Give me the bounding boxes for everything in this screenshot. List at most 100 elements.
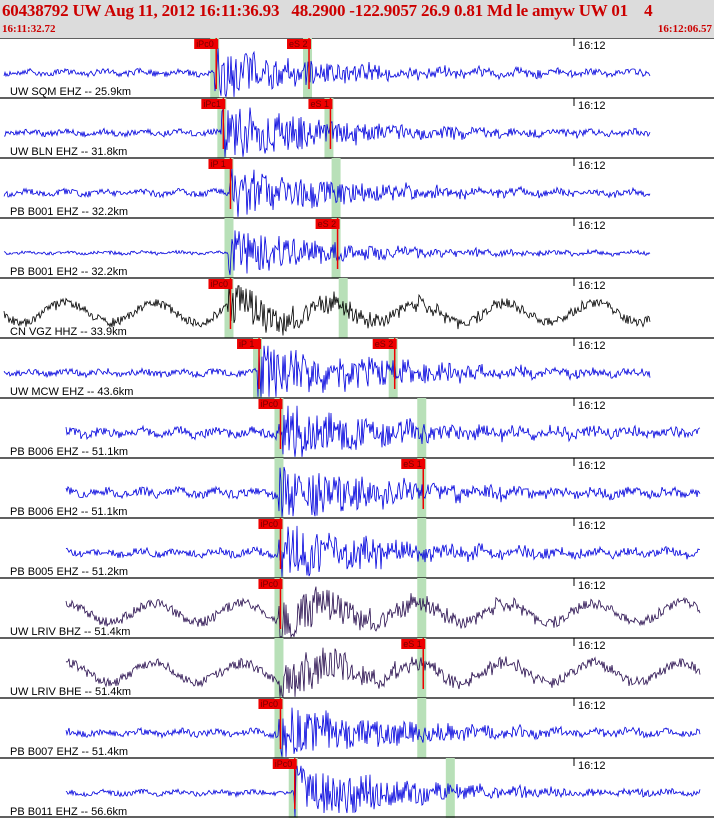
pick-label: iPc0 bbox=[196, 39, 214, 49]
phase-window bbox=[224, 158, 234, 218]
waveform-trace bbox=[65, 707, 701, 757]
waveform-trace bbox=[3, 230, 651, 275]
pick-label: iPc0 bbox=[210, 279, 228, 289]
waveform-trace bbox=[65, 586, 701, 639]
phase-window bbox=[274, 638, 284, 698]
waveform-trace bbox=[65, 466, 701, 517]
pick-label-box bbox=[208, 279, 233, 289]
seismogram-panel: 16:12 iPc0 CN VGZ HHZ -- 33.9km bbox=[0, 277, 714, 338]
pick-label-box bbox=[315, 219, 340, 229]
pick-label-box bbox=[194, 39, 219, 49]
pick-label: eS 1 bbox=[403, 639, 422, 649]
time-tick-label: 16:12 bbox=[578, 640, 606, 652]
time-tick-label: 16:12 bbox=[578, 160, 606, 172]
phase-window bbox=[417, 518, 427, 578]
seismogram-panel: 16:12 eS 1 PB B006 EH2 -- 51.1km bbox=[0, 457, 714, 518]
phase-window bbox=[210, 38, 220, 98]
phase-window bbox=[288, 758, 298, 818]
time-tick-label: 16:12 bbox=[578, 40, 606, 52]
pick-label-box bbox=[308, 99, 333, 109]
phase-window bbox=[274, 518, 284, 578]
seismogram-panel: 16:12 iPc0 PB B006 EHZ -- 51.1km bbox=[0, 397, 714, 458]
event-title: 60438792 UW Aug 11, 2012 16:11:36.93 48.… bbox=[2, 1, 653, 20]
time-tick-label: 16:12 bbox=[578, 520, 606, 532]
seismogram-panel: 16:12 eS 2 PB B001 EH2 -- 32.2km bbox=[0, 217, 714, 278]
phase-window bbox=[417, 638, 427, 698]
station-label: PB B006 EHZ -- 51.1km bbox=[10, 446, 128, 458]
pick-label: iPc0 bbox=[275, 759, 293, 769]
station-label: PB B011 EHZ -- 56.6km bbox=[10, 806, 127, 818]
phase-window bbox=[274, 698, 284, 758]
station-label: UW SQM EHZ -- 25.9km bbox=[10, 86, 131, 98]
seismogram-panel: 16:12 iPc1 eS 1 UW BLN EHZ -- 31.8km bbox=[0, 97, 714, 158]
station-label: PB B005 EHZ -- 51.2km bbox=[10, 566, 128, 578]
pick-label: eS 2 bbox=[318, 219, 337, 229]
pick-label-box bbox=[401, 459, 426, 469]
waveform-trace bbox=[65, 765, 701, 817]
pick-label: eS 2 bbox=[289, 39, 308, 49]
phase-window bbox=[274, 458, 284, 518]
time-tick-label: 16:12 bbox=[578, 760, 606, 772]
waveform-trace bbox=[3, 285, 651, 336]
pick-label: iPc0 bbox=[260, 399, 278, 409]
pick-label: iP 1 bbox=[210, 159, 225, 169]
phase-window bbox=[445, 758, 455, 818]
waveform-trace bbox=[3, 345, 651, 397]
pick-label-box bbox=[258, 399, 283, 409]
seismogram-panel: 16:12 iP 1 PB B001 EHZ -- 32.2km bbox=[0, 157, 714, 218]
phase-window bbox=[224, 278, 234, 338]
station-label: PB B001 EH2 -- 32.2km bbox=[10, 266, 127, 278]
pick-label: eS 2 bbox=[375, 339, 394, 349]
pick-label: eS 1 bbox=[310, 99, 329, 109]
pick-label-box bbox=[258, 699, 283, 709]
waveform-trace bbox=[65, 647, 701, 698]
window-end-time: 16:12:06.57 bbox=[657, 23, 712, 35]
pick-label: iPc1 bbox=[203, 99, 221, 109]
pick-label-box bbox=[272, 759, 297, 769]
seismogram-panel: 16:12 eS 1 UW LRIV BHE -- 51.4km bbox=[0, 637, 714, 698]
waveform-trace bbox=[3, 168, 651, 217]
seismogram-panel: 16:12 iP 1 eS 2 UW MCW EHZ -- 43.6km bbox=[0, 337, 714, 398]
pick-label-box bbox=[287, 39, 312, 49]
time-tick-label: 16:12 bbox=[578, 580, 606, 592]
pick-label-box bbox=[208, 159, 233, 169]
time-tick-label: 16:12 bbox=[578, 280, 606, 292]
pick-label: eS 1 bbox=[403, 459, 422, 469]
station-label: UW LRIV BHZ -- 51.4km bbox=[10, 626, 130, 638]
pick-label-box bbox=[258, 519, 283, 529]
window-start-time: 16:11:32.72 bbox=[2, 23, 56, 35]
station-label: UW BLN EHZ -- 31.8km bbox=[10, 146, 127, 158]
station-label: UW LRIV BHE -- 51.4km bbox=[10, 686, 131, 698]
pick-label-box bbox=[258, 579, 283, 589]
phase-window bbox=[331, 218, 341, 278]
time-tick-label: 16:12 bbox=[578, 220, 606, 232]
pick-label: iP 1 bbox=[239, 339, 254, 349]
pick-label: iPc0 bbox=[260, 699, 278, 709]
phase-window bbox=[324, 98, 334, 158]
waveform-trace bbox=[3, 107, 651, 157]
time-tick-label: 16:12 bbox=[578, 340, 606, 352]
pick-label-box bbox=[401, 639, 426, 649]
seismogram-panel: 16:12 iPc0 PB B011 EHZ -- 56.6km bbox=[0, 757, 714, 818]
seismogram-panel-stack: 16:12 iPc0 eS 2 UW SQM EHZ -- 25.9km 16:12 iP… bbox=[0, 38, 714, 818]
phase-window bbox=[224, 218, 234, 278]
pick-label-box bbox=[372, 339, 397, 349]
pick-label: iPc0 bbox=[260, 519, 278, 529]
time-tick-label: 16:12 bbox=[578, 700, 606, 712]
phase-window bbox=[253, 338, 263, 398]
time-tick-label: 16:12 bbox=[578, 460, 606, 472]
event-header: 60438792 UW Aug 11, 2012 16:11:36.93 48.… bbox=[0, 0, 714, 38]
station-label: PB B007 EHZ -- 51.4km bbox=[10, 746, 128, 758]
station-label: PB B001 EHZ -- 32.2km bbox=[10, 206, 128, 218]
pick-label-box bbox=[237, 339, 262, 349]
phase-window bbox=[417, 698, 427, 758]
waveform-trace bbox=[65, 405, 701, 457]
pick-label: iPc0 bbox=[260, 579, 278, 589]
seismogram-panel: 16:12 iPc0 PB B007 EHZ -- 51.4km bbox=[0, 697, 714, 758]
seismogram-panel: 16:12 iPc0 eS 2 UW SQM EHZ -- 25.9km bbox=[0, 38, 714, 98]
time-tick-label: 16:12 bbox=[578, 100, 606, 112]
time-tick-label: 16:12 bbox=[578, 400, 606, 412]
station-label: CN VGZ HHZ -- 33.9km bbox=[10, 326, 127, 338]
station-label: UW MCW EHZ -- 43.6km bbox=[10, 386, 133, 398]
pick-label-box bbox=[201, 99, 226, 109]
